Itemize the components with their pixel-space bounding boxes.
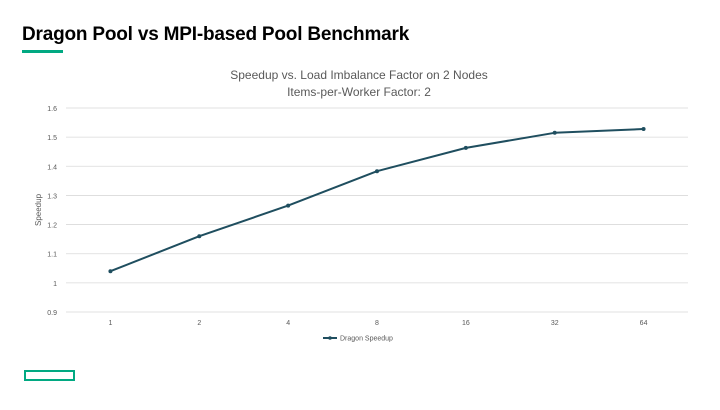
x-tick-label: 2 <box>197 320 201 327</box>
x-tick-label: 4 <box>286 320 290 327</box>
x-tick-label: 64 <box>640 320 648 327</box>
y-tick-label: 0.9 <box>47 310 57 317</box>
data-point <box>108 269 113 274</box>
x-tick-label: 8 <box>375 320 379 327</box>
y-tick-label: 1.3 <box>47 193 57 200</box>
chart-title-line1: Speedup vs. Load Imbalance Factor on 2 N… <box>230 68 488 82</box>
data-point <box>463 145 468 150</box>
x-tick-label: 16 <box>462 320 470 327</box>
x-tick-labels: 1 2 4 8 16 32 64 <box>108 320 647 327</box>
data-point <box>286 203 291 208</box>
y-tick-label: 1.1 <box>47 252 57 259</box>
data-point <box>375 169 379 174</box>
y-tick-labels: 0.9 1 1.1 1.2 1.3 1.4 1.5 1.6 <box>47 106 57 317</box>
y-tick-label: 1.6 <box>47 106 57 113</box>
series-layer <box>108 126 646 274</box>
legend-label: Dragon Speedup <box>340 336 393 343</box>
y-tick-label: 1.2 <box>47 223 57 230</box>
y-tick-label: 1.4 <box>47 164 57 171</box>
data-point <box>552 130 557 135</box>
legend: Dragon Speedup <box>323 336 393 343</box>
data-point <box>641 126 646 131</box>
x-tick-label: 1 <box>108 320 112 327</box>
x-tick-label: 32 <box>551 320 559 327</box>
chart-title-line2: Items-per-Worker Factor: 2 <box>287 85 431 99</box>
y-tick-label: 1 <box>53 281 57 288</box>
y-axis-label: Speedup <box>34 193 43 226</box>
brand-logo <box>24 370 75 381</box>
gridlines <box>66 107 688 313</box>
y-tick-label: 1.5 <box>47 135 57 142</box>
data-point <box>197 234 202 239</box>
title-underline <box>22 50 63 53</box>
series-line <box>109 128 645 273</box>
slide-title: Dragon Pool vs MPI-based Pool Benchmark <box>22 24 410 45</box>
legend-marker <box>328 336 332 340</box>
